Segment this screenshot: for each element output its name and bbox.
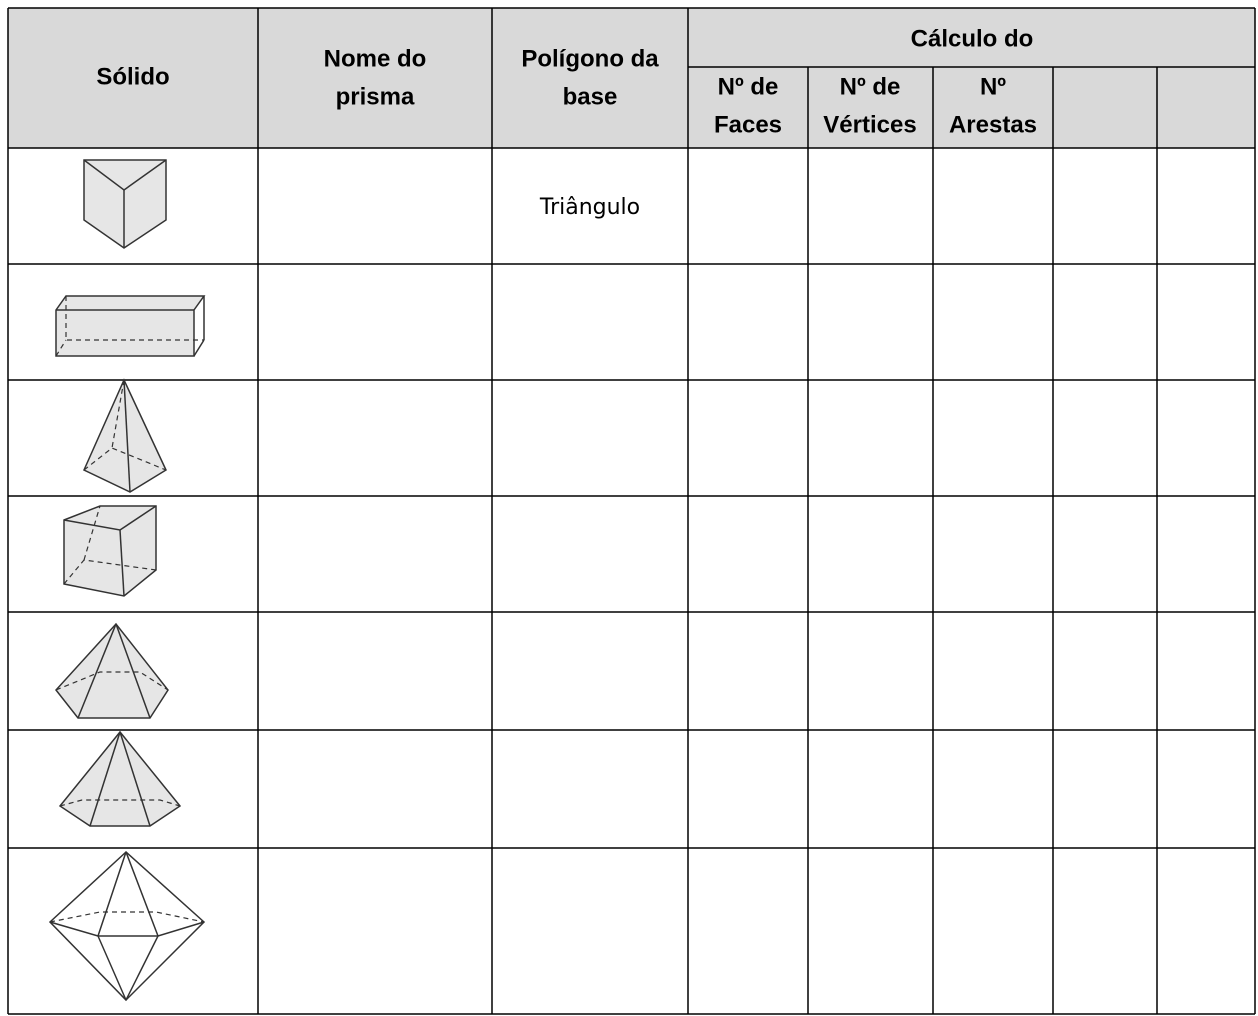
triangular-prism-icon [83,159,167,249]
header-cell: Nº de [718,73,779,100]
grid [7,7,1256,1015]
header-cell: Faces [714,111,782,138]
header-cell: Nº [980,73,1006,100]
header-cell: Vértices [823,111,916,138]
header-cell: Sólido [96,63,169,90]
hexagonal-pyramid-icon [58,730,182,827]
rectangular-prism-icon [55,295,206,357]
table-cell: Triângulo [539,195,640,220]
header-cell: Cálculo do [911,25,1034,52]
header-background [8,8,1255,148]
header-cell: Polígono da [521,45,659,72]
header-cell: prisma [336,83,415,110]
header-cell: Nº de [840,73,901,100]
header-cell: base [563,83,618,110]
pentagonal-prism-icon [63,505,157,597]
square-pyramid-icon [83,378,167,493]
bipyramid-icon [48,850,206,1002]
pentagonal-pyramid-icon [55,622,169,719]
header-cell: Arestas [949,111,1037,138]
header-cell: Nome do [324,45,427,72]
